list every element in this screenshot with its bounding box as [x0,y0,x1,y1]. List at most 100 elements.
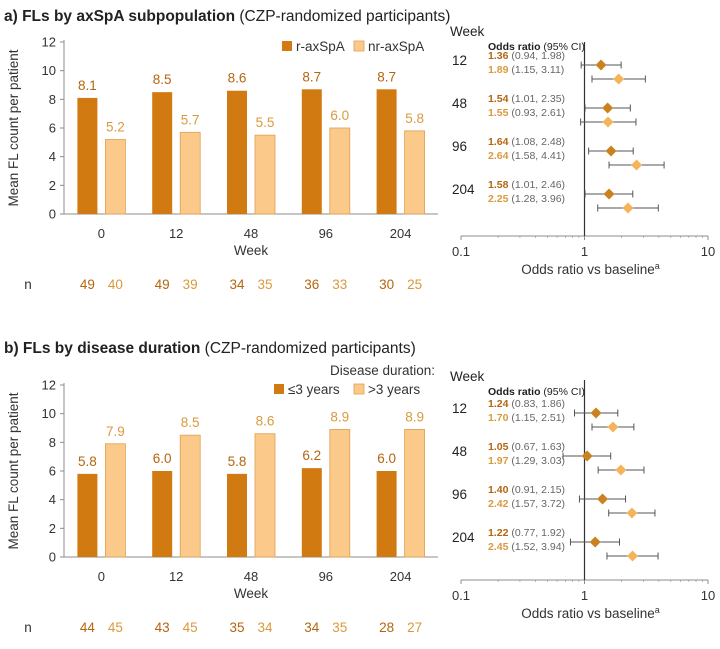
forest-x-axis-label: Odds ratio vs baselinea [521,261,660,277]
odds-ratio-diamond [597,493,609,505]
odds-ratio-estimate: 1.70 [488,412,509,424]
bar-≤3 years [301,468,322,557]
legend-label: ≤3 years [288,382,340,397]
bar-value-label: 6.0 [377,451,396,466]
odds-ratio-estimate: 1.36 [488,50,509,62]
bar-value-label: 8.5 [181,415,200,430]
n-row-label: n [24,277,32,292]
odds-ratio-text: 1.24 (0.83, 1.86) [488,398,565,410]
y-tick-label: 8 [49,92,56,107]
odds-ratio-header-bold: Odds ratio [488,386,541,398]
odds-ratio-diamond [603,188,615,200]
odds-ratio-estimate: 1.55 [488,107,509,119]
odds-ratio-ci: (1.28, 3.96) [508,193,565,205]
forest-x-axis-label-sup: a [655,261,660,271]
y-tick-label: 2 [49,521,56,536]
odds-ratio-estimate: 1.64 [488,136,509,148]
y-tick-label: 4 [49,149,56,164]
bar-value-label: 6.2 [302,448,321,463]
x-tick-label: 0 [98,226,105,241]
bar-r-axSpA [227,90,247,214]
bar-nr-axSpA [254,134,276,215]
y-tick-label: 8 [49,435,56,450]
x-tick-label: 48 [244,226,258,241]
legend-swatch-dark [282,41,292,51]
odds-ratio-estimate: 1.97 [488,455,509,467]
odds-ratio-estimate: 1.58 [488,179,509,191]
odds-ratio-estimate: 1.89 [488,64,509,76]
y-tick-label: 0 [49,207,56,222]
bar-r-axSpA [152,92,173,214]
n-value: 40 [108,277,123,292]
y-tick-label: 12 [42,378,56,393]
odds-ratio-diamond [615,464,627,476]
odds-ratio-header-bold: Odds ratio [488,41,541,53]
n-value: 36 [304,277,319,292]
n-value: 44 [80,620,96,635]
week-header: Week [450,369,485,384]
odds-ratio-text: 1.64 (1.08, 2.48) [488,136,565,148]
odds-ratio-estimate: 2.25 [488,193,509,205]
odds-ratio-text: 1.22 (0.77, 1.92) [488,527,565,539]
bar-nr-axSpA [179,131,201,215]
odds-ratio-estimate: 1.24 [488,398,509,410]
forest-x-axis-label-sup: a [655,605,660,615]
odds-ratio-text: 2.42 (1.57, 3.72) [488,498,565,510]
odds-ratio-text: 1.36 (0.94, 1.98) [488,50,565,62]
x-tick-label: 12 [169,226,183,241]
x-tick-label: 0.1 [452,588,470,603]
x-tick-label: 12 [169,569,183,584]
odds-ratio-ci: (1.29, 3.03) [508,455,565,467]
odds-ratio-estimate: 2.45 [488,541,509,553]
odds-ratio-header-ci: (95% CI) [541,386,585,398]
odds-ratio-text: 1.58 (1.01, 2.46) [488,179,565,191]
x-tick-label: 96 [319,569,333,584]
odds-ratio-text: 1.89 (1.15, 3.11) [488,64,564,76]
n-value: 49 [155,277,170,292]
n-value: 35 [257,277,272,292]
bar-chart-axspa: 0 2 4 6 8 10 12 Mean FL count per patient 8.1 5.2… [6,35,438,292]
n-value: 35 [229,620,244,635]
x-tick-label: 96 [319,226,333,241]
week-label: 96 [452,487,467,502]
legend-title: Disease duration: [330,363,435,378]
week-label: 12 [452,53,467,68]
y-tick-label: 4 [49,492,56,507]
n-value: 45 [108,620,123,635]
odds-ratio-text: 1.70 (1.15, 2.51) [488,412,565,424]
odds-ratio-diamond [602,102,614,114]
bar-value-label: 5.8 [228,454,247,469]
bar->3 years [329,429,351,558]
y-axis-label: Mean FL count per patient [6,49,21,206]
odds-ratio-ci: (1.01, 2.46) [508,179,565,191]
bar-value-label: 5.5 [256,115,275,130]
week-label: 12 [452,401,467,416]
legend-swatch-dark [274,384,284,394]
legend-label: r-axSpA [296,39,345,54]
bar-r-axSpA [77,97,98,214]
panel-b-title: b) FLs by disease duration (CZP-randomiz… [4,340,416,357]
odds-ratio-ci: (1.58, 4.41) [508,150,565,162]
bar->3 years [404,429,426,558]
bar-≤3 years [152,471,173,557]
legend-swatch-light [353,40,365,52]
odds-ratio-ci: (1.15, 2.51) [508,412,565,424]
week-label: 204 [452,182,475,197]
y-tick-label: 12 [42,35,56,50]
legend-label: >3 years [368,382,420,397]
bar-value-label: 8.7 [302,69,321,84]
bar-value-label: 6.0 [330,108,349,123]
week-label: 96 [452,139,467,154]
odds-ratio-diamond [613,73,625,85]
n-value: 45 [183,620,198,635]
n-value: 34 [229,277,245,292]
y-tick-label: 0 [49,550,56,565]
week-label: 48 [452,444,467,459]
odds-ratio-ci: (0.91, 2.15) [508,484,565,496]
n-value: 30 [379,277,394,292]
x-tick-label: 10 [701,244,715,259]
odds-ratio-text: 2.45 (1.52, 3.94) [488,541,565,553]
odds-ratio-header-ci: (95% CI) [541,41,585,53]
